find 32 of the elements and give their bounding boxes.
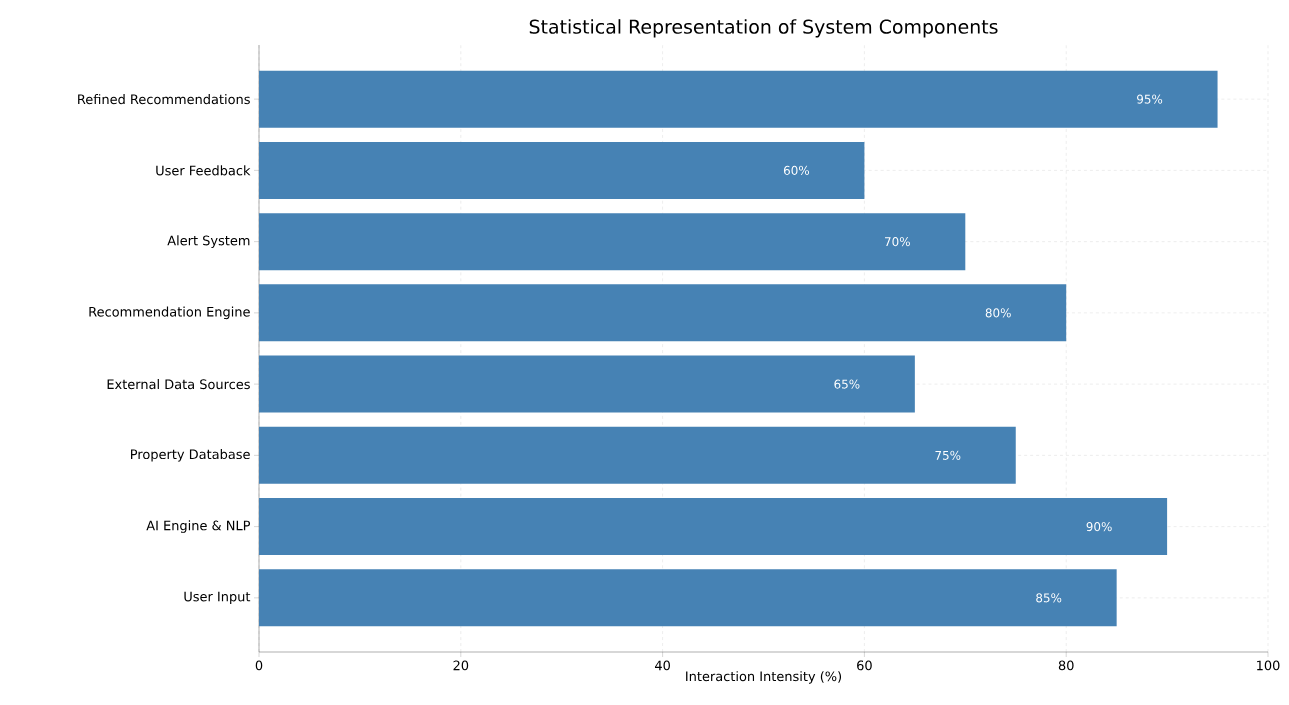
chart-title: Statistical Representation of System Components (529, 19, 998, 38)
y-tick-label: Alert System (167, 235, 250, 248)
bar (259, 569, 1117, 627)
data-label: 90% (1086, 522, 1112, 532)
y-tick-label: User Input (184, 591, 251, 604)
bar (259, 213, 966, 271)
data-label: 85% (1036, 593, 1062, 603)
y-tick-label: Refined Recommendations (78, 94, 250, 105)
data-label: 75% (935, 450, 961, 460)
y-tick-label: Recommendation Engine (89, 306, 250, 320)
bar (259, 141, 865, 199)
x-axis-title: Interaction Intensity (%) (686, 671, 842, 684)
bar (259, 284, 1067, 342)
y-tick-label: AI Engine & NLP (146, 520, 251, 533)
y-tick-label: Property Database (131, 449, 250, 462)
bar (259, 426, 1016, 484)
x-tick-label: 100 (1257, 660, 1280, 671)
bar (259, 355, 915, 413)
x-tick-label: 20 (453, 660, 469, 671)
x-tick-label: 40 (654, 660, 670, 671)
bar (259, 498, 1168, 556)
y-tick-label: User Feedback (156, 165, 251, 176)
x-tick-label: 60 (857, 660, 872, 671)
data-label: 65% (834, 379, 860, 389)
data-label: 80% (985, 308, 1011, 318)
x-tick-label: 80 (1058, 660, 1074, 671)
bar (259, 70, 1218, 128)
data-label: 70% (885, 237, 910, 247)
y-tick-label: External Data Sources (107, 379, 250, 390)
data-label: 95% (1137, 94, 1163, 104)
data-label: 60% (783, 165, 810, 175)
x-tick-label: 0 (255, 660, 263, 671)
